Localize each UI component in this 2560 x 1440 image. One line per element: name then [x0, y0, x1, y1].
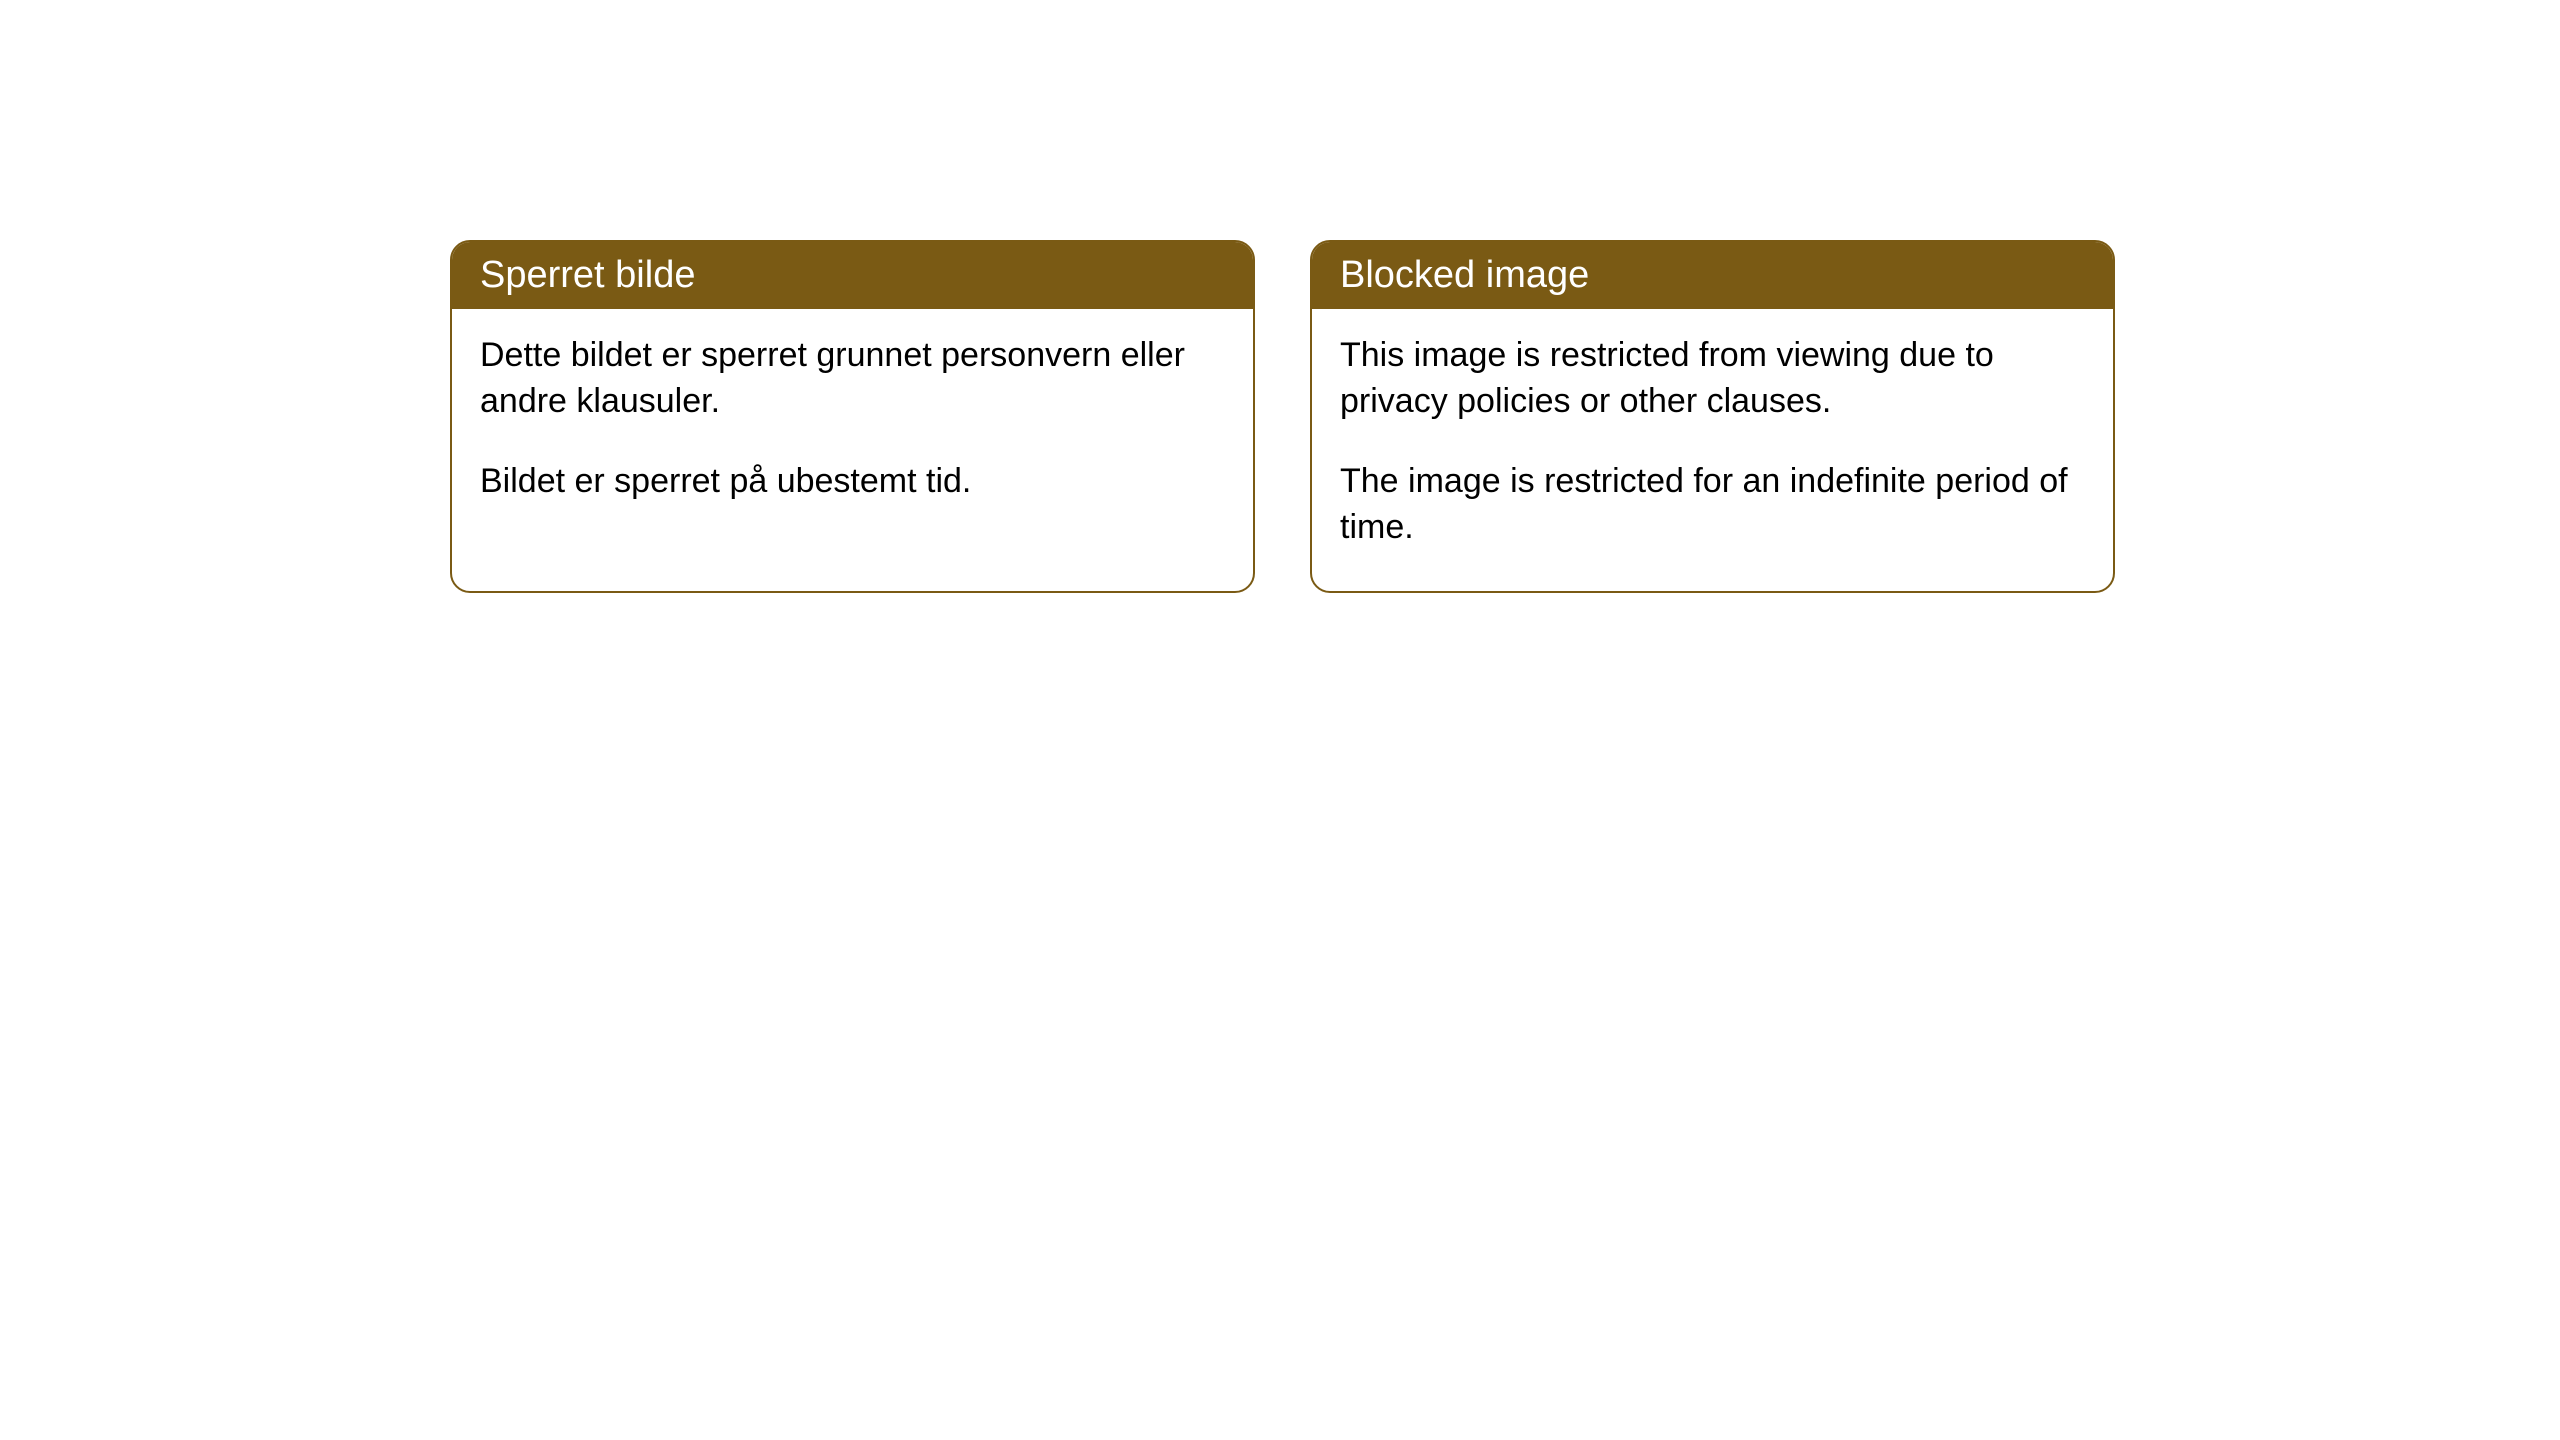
- blocked-image-card-english: Blocked image This image is restricted f…: [1310, 240, 2115, 593]
- cards-container: Sperret bilde Dette bildet er sperret gr…: [0, 0, 2560, 593]
- card-body-english: This image is restricted from viewing du…: [1312, 309, 2113, 591]
- card-header-english: Blocked image: [1312, 242, 2113, 309]
- card-header-norwegian: Sperret bilde: [452, 242, 1253, 309]
- card-text-english-1: This image is restricted from viewing du…: [1340, 333, 2085, 425]
- card-text-norwegian-2: Bildet er sperret på ubestemt tid.: [480, 459, 1225, 505]
- card-text-english-2: The image is restricted for an indefinit…: [1340, 459, 2085, 551]
- blocked-image-card-norwegian: Sperret bilde Dette bildet er sperret gr…: [450, 240, 1255, 593]
- card-body-norwegian: Dette bildet er sperret grunnet personve…: [452, 309, 1253, 545]
- card-text-norwegian-1: Dette bildet er sperret grunnet personve…: [480, 333, 1225, 425]
